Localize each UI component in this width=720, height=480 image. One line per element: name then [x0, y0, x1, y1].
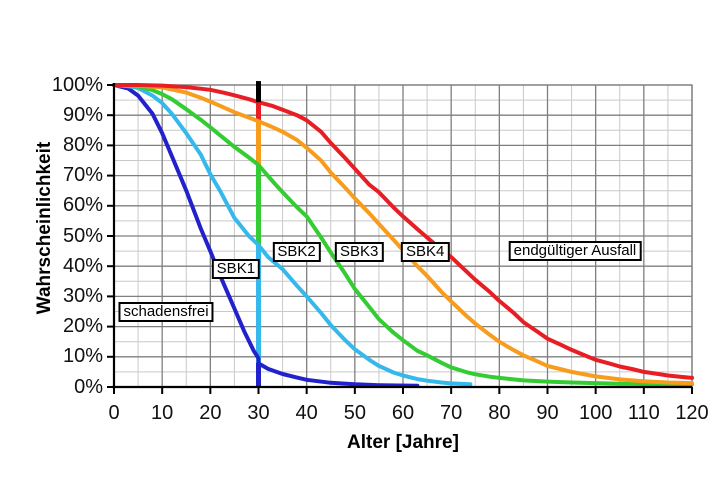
annotation-sbk2: SBK2 — [272, 242, 321, 262]
x-tick-label: 90 — [536, 402, 559, 424]
x-tick-label: 60 — [391, 402, 415, 424]
y-tick-label: 10% — [62, 345, 103, 368]
x-tick-label: 70 — [440, 402, 463, 424]
y-tick-label: 0% — [74, 375, 103, 398]
annotation-sbk3: SBK3 — [334, 242, 384, 262]
curve-sbk1 — [112, 83, 473, 387]
x-tick-label: 110 — [627, 402, 660, 424]
x-tick-label: 50 — [343, 402, 366, 424]
x-axis-title: Alter [Jahre] — [347, 432, 459, 453]
x-tick-label: 120 — [675, 402, 709, 424]
y-tick-label: 20% — [62, 315, 103, 338]
y-tick-label: 40% — [62, 254, 103, 277]
x-tick-label: 20 — [199, 402, 222, 424]
y-tick-label: 90% — [62, 103, 103, 126]
annotation-sbk1: SBK1 — [211, 259, 261, 280]
y-tick-label: 60% — [62, 194, 103, 217]
x-tick-label: 30 — [247, 402, 270, 424]
y-tick-label: 50% — [62, 224, 103, 247]
x-tick-label: 40 — [295, 402, 318, 424]
y-tick-label: 30% — [62, 284, 103, 307]
y-tick-label: 100% — [51, 73, 103, 96]
curve-sbk2 — [112, 83, 694, 387]
annotation-sbk4: SBK4 — [400, 242, 450, 262]
x-tick-label: 100 — [578, 402, 613, 424]
annotation-endg-ltiger-ausfall: endgültiger Ausfall — [508, 241, 642, 262]
y-tick-label: 80% — [62, 133, 103, 156]
x-tick-label: 80 — [488, 402, 511, 424]
y-tick-label: 70% — [62, 164, 103, 187]
curve-sbk4 — [112, 83, 694, 380]
curve-schadensfrei — [112, 83, 420, 388]
annotation-schadensfrei: schadensfrei — [118, 302, 214, 323]
x-tick-label: 10 — [151, 402, 174, 424]
x-tick-label: 0 — [108, 402, 120, 424]
